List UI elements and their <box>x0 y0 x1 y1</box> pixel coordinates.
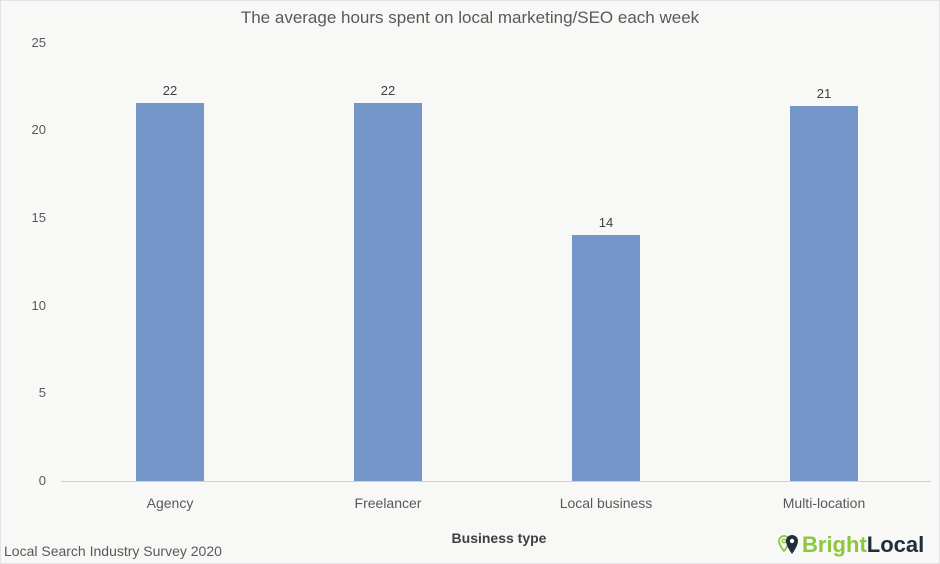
data-label-freelancer: 22 <box>380 83 396 98</box>
y-tick-5: 5 <box>38 385 46 400</box>
source-caption: Local Search Industry Survey 2020 <box>4 543 222 559</box>
data-label-local-business: 14 <box>598 215 614 230</box>
data-label-agency: 22 <box>162 83 178 98</box>
brand-local: Local <box>866 532 925 557</box>
y-tick-0: 0 <box>38 473 46 488</box>
chart-title: The average hours spent on local marketi… <box>240 8 700 27</box>
map-pin-icon <box>778 535 798 554</box>
y-tick-10: 10 <box>31 298 46 313</box>
x-axis-line <box>61 481 931 482</box>
data-label-multi-location: 21 <box>816 86 832 101</box>
x-label-freelancer: Freelancer <box>354 495 422 511</box>
bar-multi-location <box>790 106 858 481</box>
y-tick-15: 15 <box>31 210 46 225</box>
x-label-multi-location: Multi-location <box>782 495 866 511</box>
y-tick-20: 20 <box>31 122 46 137</box>
x-label-local-business: Local business <box>559 495 653 511</box>
x-axis-title: Business type <box>451 530 547 546</box>
brand-bright: Bright <box>802 532 867 557</box>
bar-agency <box>136 103 204 481</box>
bar-freelancer <box>354 103 422 481</box>
brightlocal-logo: Bright Local <box>776 532 924 558</box>
x-label-agency: Agency <box>146 495 194 511</box>
y-tick-25: 25 <box>31 35 46 50</box>
bar-local-business <box>572 235 640 481</box>
